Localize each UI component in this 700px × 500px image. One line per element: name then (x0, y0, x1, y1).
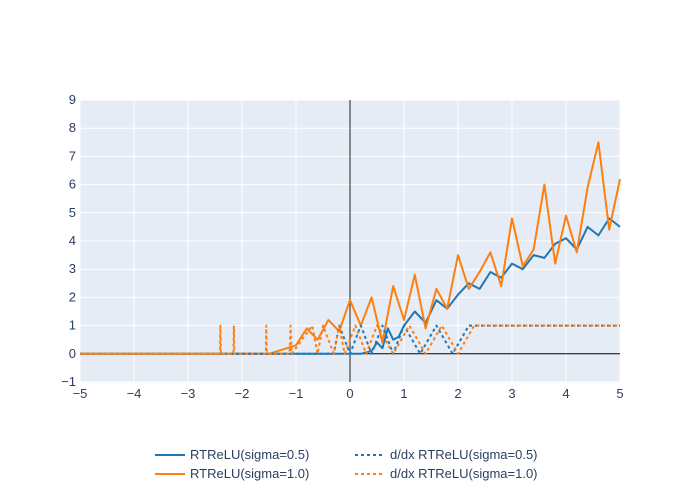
legend-label: RTReLU(sigma=0.5) (190, 447, 309, 462)
series-line-d-dx-rtrelu-sigma-0-5-[interactable] (80, 324, 620, 355)
tick-labels: −5 −4 −3 −2 −1 0 1 2 3 4 5 −1 0 1 2 3 4 5 6 7 8 9 (61, 92, 623, 401)
series-line-d-dx-rtrelu-sigma-1-0-[interactable] (80, 324, 620, 355)
legend-label: d/dx RTReLU(sigma=0.5) (390, 447, 538, 462)
y-tick-label: 8 (69, 120, 76, 135)
x-tick-label: −4 (127, 386, 142, 401)
y-tick-label: 4 (69, 233, 76, 248)
y-tick-label: 2 (69, 289, 76, 304)
x-tick-label: −1 (289, 386, 304, 401)
x-tick-label: 3 (508, 386, 515, 401)
series-layer (80, 141, 621, 355)
x-tick-label: 5 (616, 386, 623, 401)
x-tick-label: −2 (235, 386, 250, 401)
y-tick-label: 1 (69, 318, 76, 333)
legend-item[interactable]: RTReLU(sigma=1.0) (155, 466, 309, 481)
legend[interactable]: RTReLU(sigma=0.5) RTReLU(sigma=1.0) d/dx R… (155, 447, 538, 481)
legend-label: d/dx RTReLU(sigma=1.0) (390, 466, 538, 481)
x-tick-label: 2 (454, 386, 461, 401)
series-line-rtrelu-sigma-0-5-[interactable] (80, 217, 621, 355)
x-tick-label: 1 (400, 386, 407, 401)
legend-item[interactable]: d/dx RTReLU(sigma=1.0) (355, 466, 538, 481)
y-tick-label: 7 (69, 148, 76, 163)
x-tick-label: −5 (73, 386, 88, 401)
y-tick-label: 5 (69, 205, 76, 220)
x-tick-label: 4 (562, 386, 569, 401)
y-tick-label: 3 (69, 261, 76, 276)
series-line-rtrelu-sigma-1-0-[interactable] (80, 141, 621, 355)
y-tick-label: 0 (69, 346, 76, 361)
y-tick-label: −1 (61, 374, 76, 389)
x-tick-label: 0 (346, 386, 353, 401)
legend-item[interactable]: RTReLU(sigma=0.5) (155, 447, 309, 462)
y-tick-label: 9 (69, 92, 76, 107)
y-tick-label: 6 (69, 177, 76, 192)
x-tick-label: −3 (181, 386, 196, 401)
legend-label: RTReLU(sigma=1.0) (190, 466, 309, 481)
legend-item[interactable]: d/dx RTReLU(sigma=0.5) (355, 447, 538, 462)
